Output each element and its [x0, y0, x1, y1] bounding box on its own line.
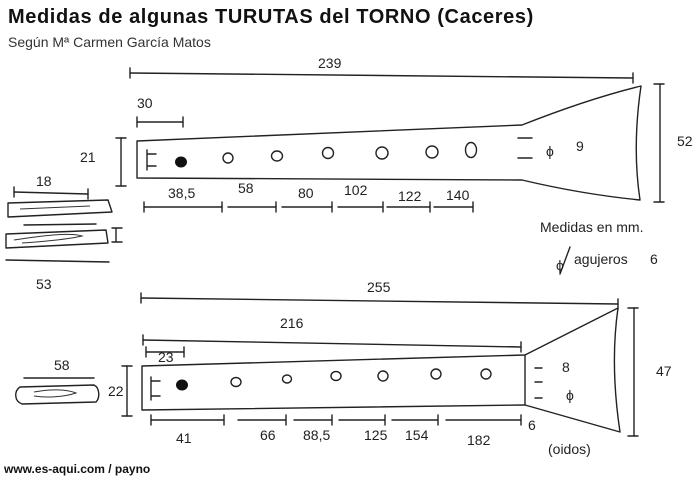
mouthpiece-slot-length-line — [24, 224, 96, 225]
bottom-bell-side-value: 6 — [528, 417, 536, 433]
bottom-body-height-label: 22 — [108, 383, 124, 399]
mouthpiece-bottom-piece — [16, 385, 99, 404]
bottom-body-length-label: 216 — [280, 315, 304, 331]
legend-holes-value: 6 — [650, 251, 658, 267]
bottom-bell-dash-marks — [535, 368, 542, 398]
bottom-hole-distance-1: 41 — [176, 430, 192, 446]
mouthpiece-top-length-line — [14, 192, 88, 194]
top-flute-hole-3 — [272, 151, 283, 161]
top-bell-hole-value: 9 — [576, 138, 584, 154]
bottom-mouthpiece-group: 58 — [16, 357, 99, 404]
mouthpiece-top-piece-slot — [20, 206, 90, 209]
bottom-flute-hole-2 — [231, 378, 241, 387]
bottom-total-length-label: 255 — [367, 279, 391, 295]
top-bell-phi-symbol: ϕ — [546, 143, 554, 159]
top-hole-distance-2: 58 — [238, 180, 254, 196]
mouthpiece-bottom-length-label: 53 — [36, 276, 52, 292]
top-flute-hole-4 — [323, 148, 334, 159]
bottom-flute-hole-3 — [283, 375, 292, 383]
bottom-hole-distance-3: 88,5 — [303, 427, 330, 443]
bottom-flute-mouth-mark — [151, 377, 160, 400]
top-total-length-line — [130, 73, 633, 78]
legend-holes-label: agujeros — [574, 251, 628, 267]
top-hole-distance-4: 102 — [344, 182, 368, 198]
bottom-bell-value: 8 — [562, 359, 570, 375]
top-flute-hole-6 — [426, 146, 438, 158]
bottom-mouth-length-label: 23 — [158, 349, 174, 365]
bottom-hole-distance-6: 182 — [467, 432, 491, 448]
top-flute-hole-2 — [223, 153, 233, 163]
top-bell-height-label: 52 — [677, 133, 693, 149]
top-bell-dash-marks — [518, 138, 532, 158]
top-mouth-length-label: 30 — [137, 95, 153, 111]
top-hole-distance-3: 80 — [298, 185, 314, 201]
legend-group: Medidas en mm. ϕ agujeros 6 — [540, 219, 658, 274]
top-hole-distance-5: 122 — [398, 188, 422, 204]
top-hole-distance-6: 140 — [446, 187, 470, 203]
bottom-flute-hole-1 — [176, 380, 188, 391]
mouthpiece-bottom-label: 58 — [54, 357, 70, 373]
bottom-body-length-line — [143, 340, 521, 347]
top-flute-body — [137, 86, 641, 200]
mouthpiece-top-length-label: 18 — [36, 173, 52, 189]
top-body-height-label: 21 — [80, 149, 96, 165]
bottom-bell-side-label: (oidos) — [548, 441, 591, 457]
top-flute-mouth-mark — [147, 150, 156, 170]
top-hole-distance-1: 38,5 — [168, 185, 195, 201]
bottom-flute-hole-4 — [331, 372, 341, 381]
mouthpiece-bottom-length-line — [6, 260, 109, 262]
top-flute-group: 239 30 21 ϕ 9 52 38,5 — [80, 55, 693, 212]
top-mouthpiece-group: 18 53 — [6, 173, 122, 292]
bottom-hole-distance-4: 125 — [364, 427, 388, 443]
bottom-bell-height-label: 47 — [656, 363, 672, 379]
mouthpiece-bottom-piece-slot — [34, 390, 76, 397]
bottom-total-length-line — [141, 298, 618, 304]
mouthpiece-side-height-mark — [112, 228, 122, 242]
bottom-flute-hole-7 — [481, 369, 491, 379]
top-flute-hole-1 — [175, 157, 187, 168]
top-total-length-label: 239 — [318, 55, 342, 71]
mouthpiece-side-piece-slot — [14, 234, 82, 243]
top-flute-hole-7 — [466, 143, 477, 158]
bottom-flute-hole-5 — [378, 371, 388, 381]
bottom-flute-hole-6 — [431, 369, 441, 379]
bottom-hole-distance-2: 66 — [260, 427, 276, 443]
bottom-bell-phi-symbol: ϕ — [566, 387, 574, 403]
bottom-flute-group: 255 216 23 22 8 ϕ — [108, 279, 672, 457]
top-flute-hole-5 — [376, 147, 388, 159]
bottom-hole-distance-5: 154 — [405, 427, 429, 443]
bottom-flute-body — [142, 308, 620, 432]
legend-units: Medidas en mm. — [540, 219, 643, 235]
